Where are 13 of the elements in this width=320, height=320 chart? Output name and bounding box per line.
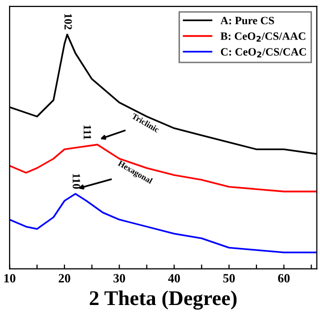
annotation: 102 <box>64 14 72 30</box>
x-tick-label: 20 <box>58 274 70 282</box>
legend-label: B: CeO$_{2}$/CS/AAC <box>220 32 306 42</box>
legend-label: A: Pure CS <box>220 16 274 24</box>
x-tick-label: 60 <box>278 274 290 282</box>
x-tick-label: 30 <box>114 274 126 282</box>
x-tick-label: 50 <box>223 274 235 282</box>
annotation: 111 <box>84 125 92 140</box>
legend-label: C: CeO$_{2}$/CS/CAC <box>220 48 306 58</box>
x-tick-label: 10 <box>4 274 16 282</box>
x-axis-title: 2 Theta (Degree) <box>90 290 237 310</box>
x-tick-label: 40 <box>168 274 180 282</box>
annotation: 110 <box>72 174 80 189</box>
